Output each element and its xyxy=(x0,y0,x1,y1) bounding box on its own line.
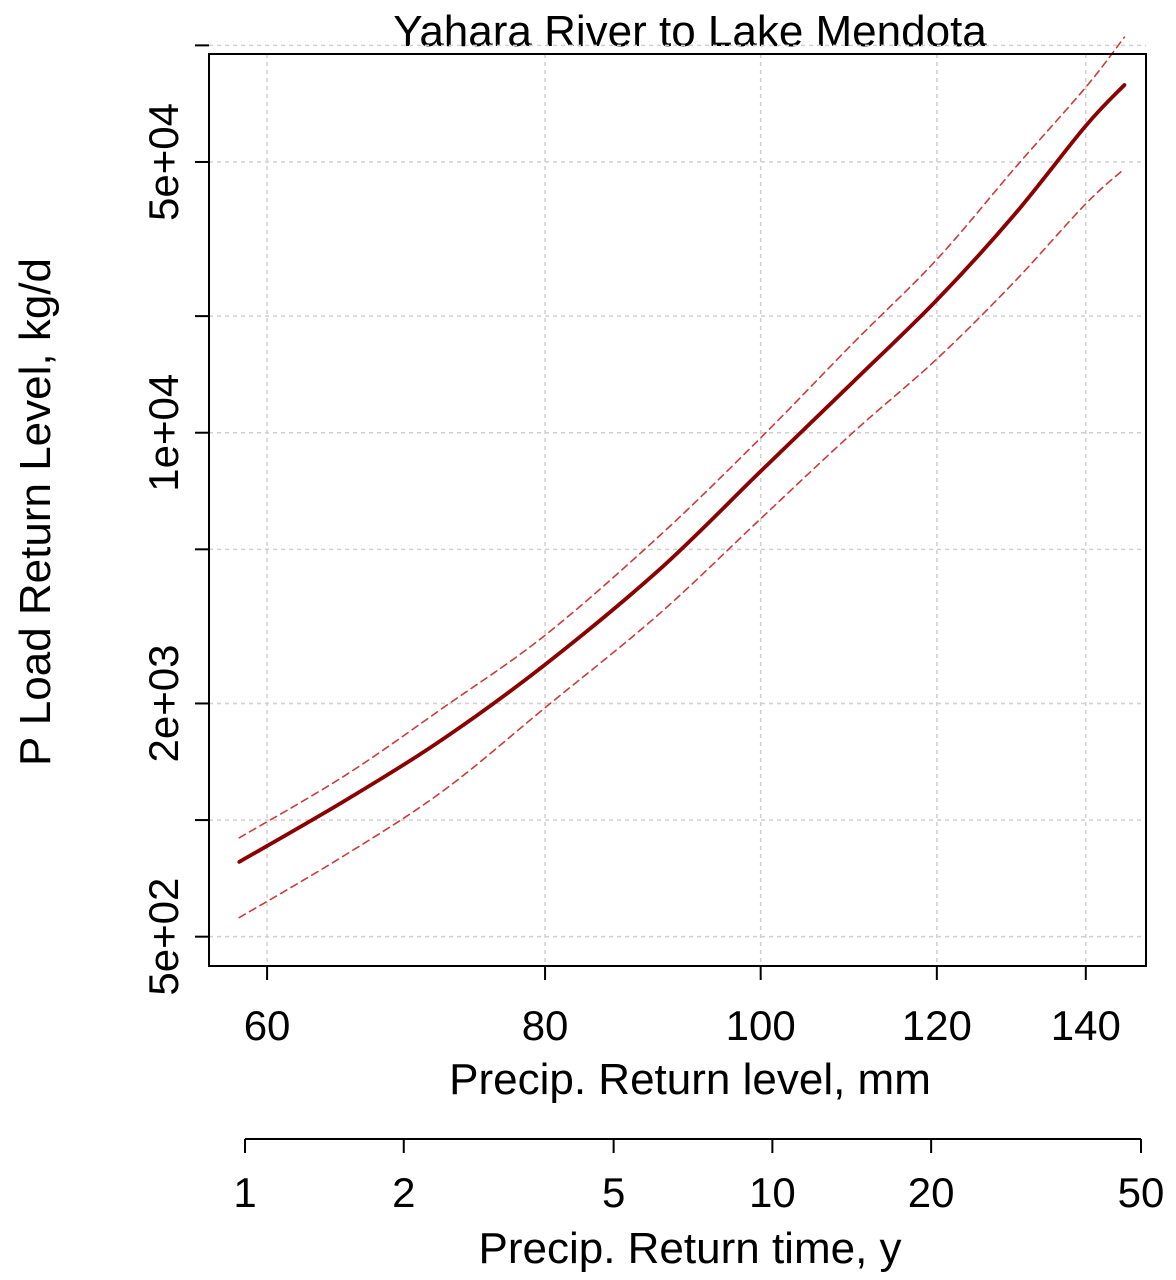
secondary-tick-label: 50 xyxy=(1118,1169,1165,1216)
x-tick-label: 60 xyxy=(244,1002,291,1049)
y-tick-label: 5e+02 xyxy=(140,878,187,996)
grid xyxy=(209,44,1146,966)
upper-bound-line xyxy=(238,36,1126,839)
chart-title: Yahara River to Lake Mendota xyxy=(393,7,987,56)
lower-bound-line xyxy=(238,168,1126,919)
secondary-tick-label: 10 xyxy=(749,1169,796,1216)
secondary-tick-label: 1 xyxy=(233,1169,256,1216)
x-tick-label: 100 xyxy=(726,1002,796,1049)
y-tick-label: 5e+04 xyxy=(140,103,187,221)
y-axis-title: P Load Return Level, kg/d xyxy=(11,258,60,766)
x-tick-label: 120 xyxy=(902,1002,972,1049)
x-axis-title: Precip. Return level, mm xyxy=(449,1055,931,1104)
secondary-axis-title: Precip. Return time, y xyxy=(478,1224,901,1273)
x-tick-label: 80 xyxy=(522,1002,569,1049)
x-tick-label: 140 xyxy=(1051,1002,1121,1049)
estimate-line xyxy=(237,83,1127,864)
secondary-tick-label: 20 xyxy=(908,1169,955,1216)
secondary-tick-label: 2 xyxy=(392,1169,415,1216)
plot-frame xyxy=(208,53,1147,967)
axes: 60 80 100 120 140 5e+02 2e+03 1e+04 5e+04 1 2 5 10 20… xyxy=(140,44,1165,1216)
y-tick-label: 1e+04 xyxy=(140,374,187,492)
series-lines xyxy=(237,36,1127,919)
secondary-tick-label: 5 xyxy=(602,1169,625,1216)
y-tick-label: 2e+03 xyxy=(140,644,187,762)
